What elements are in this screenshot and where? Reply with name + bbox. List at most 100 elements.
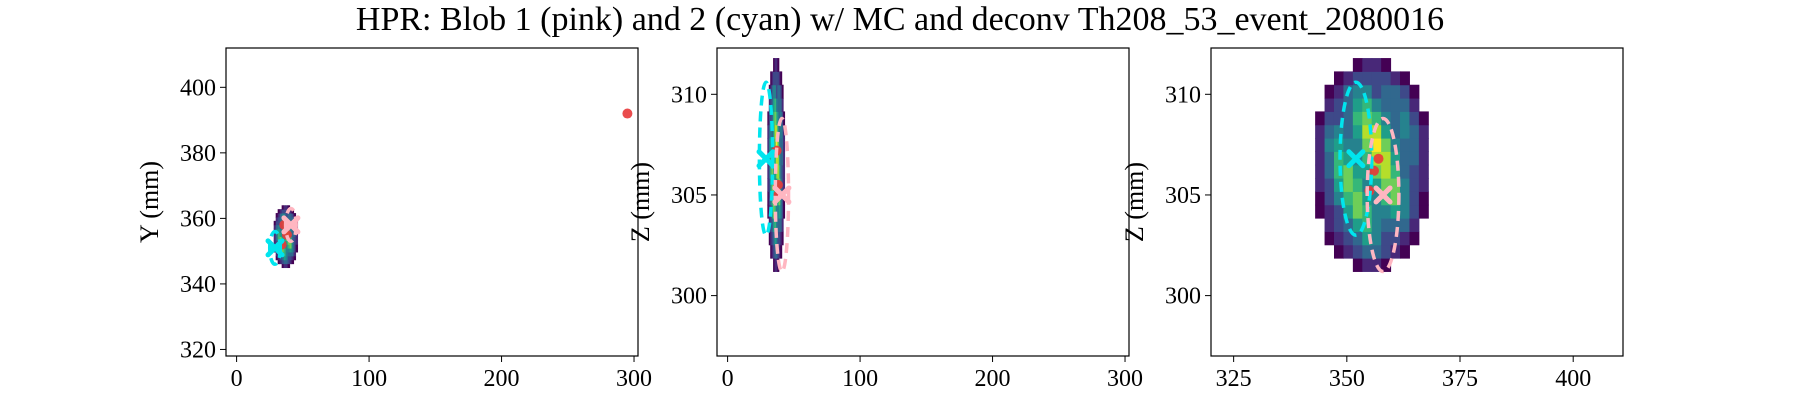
- deconv-cell: [1333, 84, 1344, 99]
- x-tick-label: 100: [351, 366, 387, 392]
- deconv-cell: [768, 164, 771, 179]
- deconv-cell: [1418, 178, 1429, 192]
- deconv-cell: [1381, 71, 1392, 86]
- blob2-ellipse: [1338, 80, 1374, 237]
- deconv-cell: [775, 231, 778, 246]
- deconv-cell: [1324, 218, 1335, 232]
- blob2-ellipse: [267, 229, 283, 267]
- deconv-cell: [1362, 138, 1373, 152]
- x-tick-label: 200: [975, 366, 1011, 392]
- deconv-cell: [1409, 164, 1420, 179]
- deconv-cell: [1352, 98, 1363, 112]
- deconv-cell: [774, 258, 777, 272]
- deconv-cell: [281, 213, 285, 218]
- deconv-cell: [777, 151, 780, 166]
- deconv-cell: [1362, 98, 1373, 112]
- deconv-cell: [1352, 58, 1363, 72]
- deconv-cell: [767, 138, 770, 152]
- deconv-cell: [291, 209, 295, 214]
- deconv-cell: [773, 71, 776, 86]
- deconv-cell: [287, 251, 291, 257]
- deconv-cell: [273, 224, 277, 230]
- deconv-cell: [1333, 98, 1344, 112]
- deconv-cell: [775, 98, 778, 112]
- deconv-cell: [291, 232, 295, 237]
- deconv-cell: [1343, 151, 1354, 166]
- deconv-cell: [275, 232, 279, 237]
- deconv-cell: [1418, 191, 1429, 206]
- deconv-cell: [1390, 244, 1401, 259]
- deconv-cell: [774, 84, 777, 99]
- deconv-cell: [1352, 191, 1363, 206]
- deconv-cell: [1381, 231, 1392, 246]
- deconv-cell: [1333, 111, 1344, 126]
- deconv-cell: [273, 240, 277, 245]
- deconv-cell: [771, 124, 774, 139]
- deconv-cell: [1343, 98, 1354, 112]
- deconv-cell: [780, 204, 783, 219]
- deconv-cell: [1352, 164, 1363, 179]
- deconv-cell: [289, 213, 293, 218]
- deconv-cell: [1324, 84, 1335, 99]
- deconv-cell: [283, 251, 287, 257]
- deconv-cell: [1333, 138, 1344, 152]
- deconv-cell: [293, 251, 297, 257]
- deconv-cell: [291, 216, 295, 222]
- deconv-cell: [1390, 84, 1401, 99]
- deconv-cell: [777, 204, 780, 219]
- deconv-cell: [783, 178, 786, 192]
- deconv-cell: [1352, 71, 1363, 86]
- deconv-cell: [1400, 138, 1410, 152]
- deconv-cell: [1315, 124, 1326, 139]
- plot-area: [265, 108, 633, 269]
- deconv-cell: [1409, 151, 1420, 166]
- deconv-cell: [283, 205, 287, 210]
- deconv-cell: [780, 151, 783, 166]
- deconv-cell: [1390, 98, 1401, 112]
- deconv-cell: [275, 224, 279, 230]
- deconv-cell: [277, 216, 281, 222]
- deconv-cell: [291, 255, 295, 261]
- deconv-cell: [277, 220, 281, 226]
- deconv-cell: [291, 236, 295, 241]
- y-tick-label: 310: [1165, 82, 1201, 108]
- y-tick-label: 300: [671, 284, 707, 310]
- x-tick-label: 0: [231, 366, 243, 392]
- deconv-cell: [1390, 218, 1401, 232]
- x-tick-label: 100: [842, 366, 878, 392]
- deconv-cell: [774, 138, 777, 152]
- deconv-cell: [1400, 231, 1410, 246]
- y-tick-label: 360: [180, 206, 216, 232]
- blob1-centre-marker: [281, 215, 301, 235]
- deconv-cell: [289, 228, 293, 234]
- deconv-cell: [780, 138, 783, 152]
- deconv-cell: [277, 213, 281, 218]
- deconv-cell: [287, 240, 291, 245]
- deconv-cell: [778, 164, 781, 179]
- deconv-cell: [1409, 138, 1420, 152]
- deconv-cell: [777, 84, 780, 99]
- deconv-cell: [1315, 111, 1326, 126]
- deconv-cell: [778, 244, 781, 259]
- panel-xy: 0 100 200 300 320 340 360 380 400 Y (mm): [135, 47, 652, 392]
- deconv-cell: [770, 111, 773, 126]
- deconv-cell: [1362, 191, 1373, 206]
- deconv-cell: [1418, 124, 1429, 139]
- blob2-ellipse: [757, 80, 775, 237]
- deconv-cell: [291, 251, 295, 257]
- deconv-cell: [1381, 244, 1392, 259]
- deconv-cell: [774, 231, 777, 246]
- deconv-cell: [283, 263, 287, 269]
- deconv-cell: [773, 244, 776, 259]
- deconv-cell: [770, 98, 773, 112]
- deconv-cell: [283, 209, 287, 214]
- deconv-cell: [1333, 178, 1344, 192]
- deconv-cell: [283, 213, 287, 218]
- deconv-cell: [775, 58, 778, 72]
- deconv-cell: [285, 259, 289, 265]
- blob2-centre-marker: [265, 238, 285, 258]
- axes-frame: [225, 47, 639, 357]
- deconv-cell: [1362, 151, 1373, 166]
- deconv-cell: [1400, 111, 1410, 126]
- deconv-cell: [774, 111, 777, 126]
